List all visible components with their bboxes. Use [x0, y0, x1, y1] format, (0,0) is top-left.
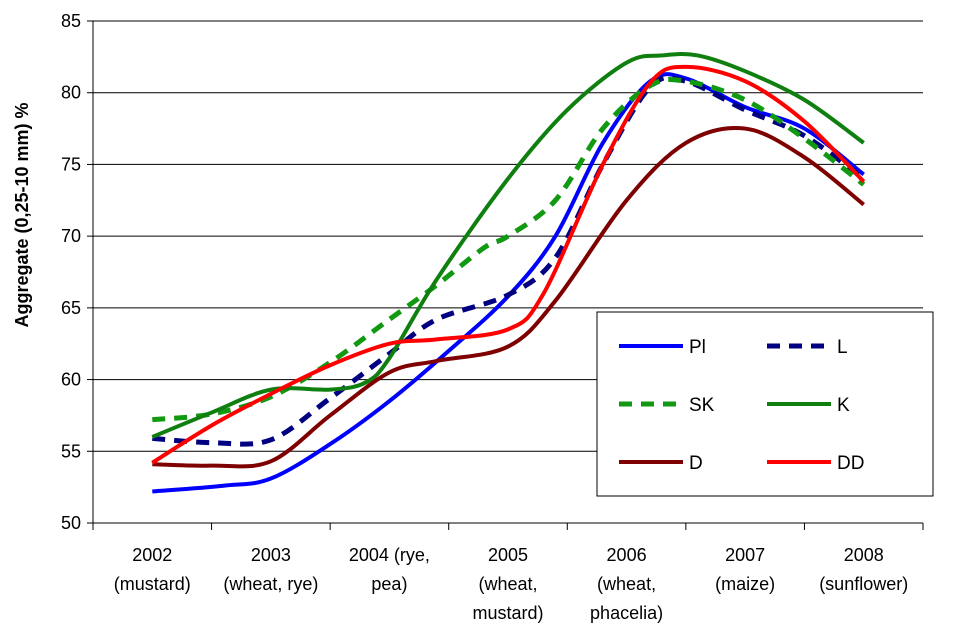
legend-label-dd: DD — [837, 453, 864, 474]
x-tick-label: mustard) — [472, 603, 543, 623]
y-tick-label: 55 — [61, 441, 81, 461]
x-tick-label: 2008 — [844, 545, 884, 565]
y-tick-label: 85 — [61, 11, 81, 31]
x-tick-label: 2002 — [132, 545, 172, 565]
x-tick-label: 2005 — [488, 545, 528, 565]
x-tick-labels: 2002 (mustard) 2003 (wheat, rye) 2004 (rye, p… — [114, 545, 908, 623]
y-tick-label: 70 — [61, 226, 81, 246]
x-tick-label: pea) — [371, 574, 407, 594]
x-tick-label: (wheat, — [597, 574, 656, 594]
legend-label-pl: Pl — [689, 337, 706, 358]
y-axis-label: Aggregate (0,25-10 mm) % — [12, 102, 32, 327]
legend-label-sk: SK — [689, 395, 715, 416]
y-tick-labels: 50 55 60 65 70 75 80 85 — [61, 11, 81, 533]
series-line-dd — [151, 64, 866, 465]
y-tick-label: 60 — [61, 370, 81, 390]
series-lines — [151, 51, 866, 494]
axes — [87, 20, 924, 530]
x-tick-label: (wheat, — [478, 574, 537, 594]
x-tick-label: 2004 (rye, — [349, 545, 430, 565]
series-line-sk — [152, 76, 866, 423]
y-tick-label: 50 — [61, 513, 81, 533]
y-tick-label: 75 — [61, 154, 81, 174]
legend-label-d: D — [689, 453, 703, 474]
series-line-k — [151, 51, 865, 439]
x-tick-label: (wheat, rye) — [223, 574, 318, 594]
x-tick-label: 2006 — [607, 545, 647, 565]
x-tick-label: (maize) — [715, 574, 775, 594]
series-line-d — [152, 126, 865, 469]
y-tick-label: 65 — [61, 298, 81, 318]
legend-label-l: L — [837, 337, 848, 358]
x-tick-label: (sunflower) — [819, 574, 908, 594]
x-tick-label: 2007 — [725, 545, 765, 565]
legend: Pl LSK KD DD — [596, 311, 934, 497]
series-line-l — [152, 74, 866, 447]
x-tick-label: 2003 — [251, 545, 291, 565]
y-tick-label: 80 — [61, 83, 81, 103]
legend-label-k: K — [837, 395, 850, 416]
x-tick-label: phacelia) — [590, 603, 663, 623]
x-tick-label: (mustard) — [114, 574, 191, 594]
gridlines — [93, 20, 923, 452]
